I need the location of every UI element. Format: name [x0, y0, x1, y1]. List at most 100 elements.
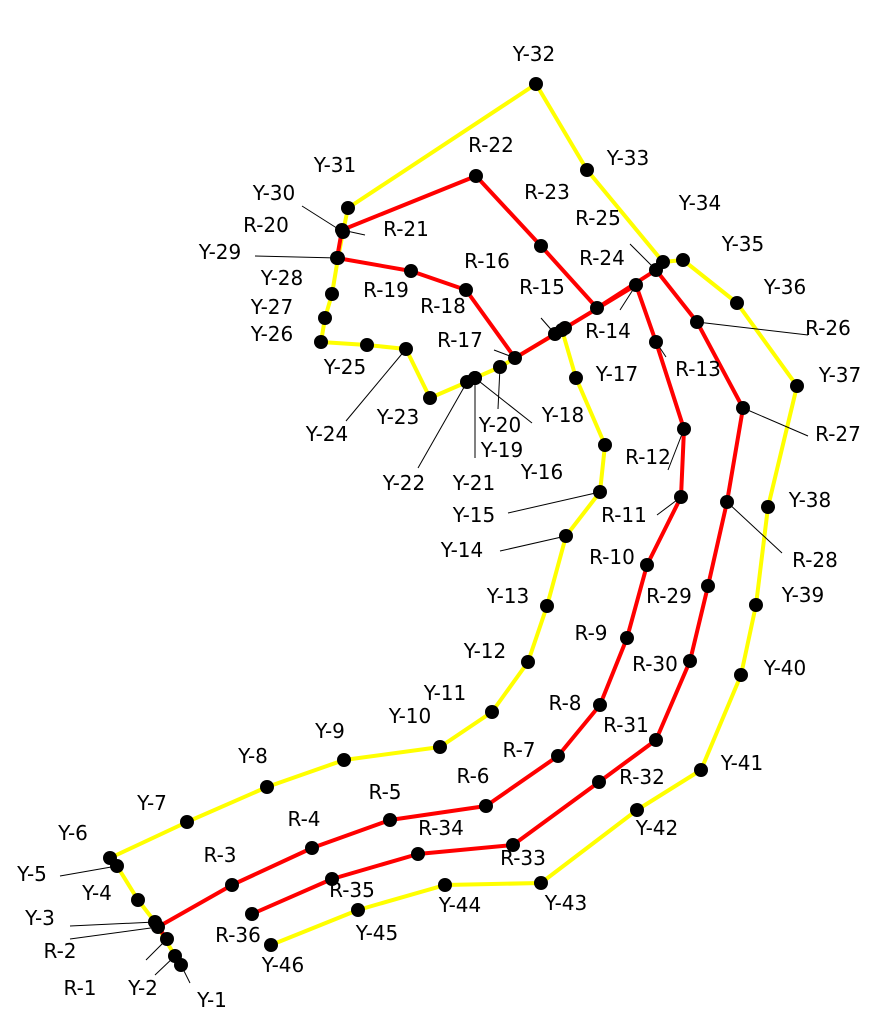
yellow-label-1: Y-1 [196, 988, 227, 1012]
red-point-3 [225, 878, 239, 892]
red-label-15: R-15 [519, 275, 565, 299]
yellow-label-20: Y-20 [478, 413, 522, 437]
red-point-21 [335, 223, 349, 237]
red-label-34: R-34 [418, 816, 464, 840]
yellow-label-14: Y-14 [440, 538, 484, 562]
yellow-label-23: Y-23 [376, 405, 420, 429]
yellow-label-15: Y-15 [452, 503, 496, 527]
yellow-label-19: Y-19 [480, 438, 524, 462]
red-point-24 [590, 301, 604, 315]
red-label-31: R-31 [603, 713, 649, 737]
red-label-30: R-30 [632, 652, 678, 676]
red-point-14 [629, 278, 643, 292]
red-point-29 [701, 579, 715, 593]
red-label-20: R-20 [243, 213, 289, 237]
yellow-label-35: Y-35 [721, 232, 765, 256]
yellow-point-16 [598, 438, 612, 452]
red-label-28: R-28 [792, 548, 838, 572]
yellow-leader-20 [474, 377, 533, 424]
yellow-label-28: Y-28 [260, 266, 304, 290]
yellow-label-12: Y-12 [463, 639, 507, 663]
red-leader-27 [742, 407, 809, 437]
yellow-label-25: Y-25 [323, 355, 367, 379]
red-point-23 [534, 239, 548, 253]
red-label-6: R-6 [456, 764, 489, 788]
yellow-label-27: Y-27 [250, 295, 294, 319]
red-point-20 [330, 251, 344, 265]
yellow-label-39: Y-39 [781, 583, 825, 607]
yellow-point-31 [341, 201, 355, 215]
yellow-label-29: Y-29 [198, 240, 242, 264]
red-point-13 [649, 335, 663, 349]
yellow-point-28 [325, 287, 339, 301]
yellow-label-4: Y-4 [81, 881, 112, 905]
yellow-label-42: Y-42 [635, 816, 679, 840]
red-label-2: R-2 [43, 939, 76, 963]
yellow-label-36: Y-36 [763, 275, 807, 299]
red-point-32 [592, 775, 606, 789]
label-leader-lines [59, 205, 809, 984]
yellow-label-38: Y-38 [788, 488, 832, 512]
red-label-8: R-8 [548, 691, 581, 715]
yellow-label-18: Y-18 [541, 403, 585, 427]
red-point-8 [593, 698, 607, 712]
yellow-point-38 [761, 500, 775, 514]
yellow-point-44 [438, 878, 452, 892]
yellow-point-32 [529, 77, 543, 91]
red-point-19 [404, 264, 418, 278]
yellow-label-10: Y-10 [388, 704, 432, 728]
yellow-label-17: Y-17 [595, 362, 639, 386]
yellow-label-32: Y-32 [512, 42, 556, 66]
yellow-point-2 [168, 949, 182, 963]
yellow-leader-14 [499, 535, 567, 552]
yellow-label-33: Y-33 [606, 146, 650, 170]
red-label-24: R-24 [579, 246, 625, 270]
red-point-27 [736, 401, 750, 415]
red-leader-2 [69, 926, 159, 940]
red-label-36: R-36 [215, 923, 261, 947]
yellow-point-22 [460, 375, 474, 389]
yellow-label-37: Y-37 [818, 363, 862, 387]
red-label-27: R-27 [815, 422, 861, 446]
red-point-4 [305, 841, 319, 855]
yellow-leader-15 [507, 491, 601, 514]
red-point-16 [548, 327, 562, 341]
red-point-33 [506, 838, 520, 852]
yellow-label-26: Y-26 [250, 322, 294, 346]
yellow-point-27 [318, 311, 332, 325]
red-point-11 [674, 490, 688, 504]
red-label-10: R-10 [589, 545, 635, 569]
red-point-26 [690, 315, 704, 329]
yellow-point-39 [749, 598, 763, 612]
red-label-1: R-1 [63, 976, 96, 1000]
yellow-label-13: Y-13 [486, 584, 530, 608]
yellow-leader-24 [345, 348, 407, 422]
yellow-point-7 [180, 815, 194, 829]
red-label-26: R-26 [805, 316, 851, 340]
yellow-label-6: Y-6 [57, 821, 88, 845]
yellow-label-41: Y-41 [720, 751, 764, 775]
red-point-18 [459, 283, 473, 297]
red-label-32: R-32 [619, 765, 665, 789]
yellow-label-34: Y-34 [678, 191, 722, 215]
red-label-19: R-19 [363, 278, 409, 302]
yellow-point-24 [399, 342, 413, 356]
yellow-point-11 [485, 705, 499, 719]
yellow-label-40: Y-40 [763, 656, 807, 680]
yellow-point-17 [569, 371, 583, 385]
yellow-label-9: Y-9 [314, 719, 345, 743]
red-leader-12 [667, 428, 685, 471]
red-point-5 [383, 813, 397, 827]
yellow-label-46: Y-46 [261, 953, 305, 977]
yellow-point-37 [790, 379, 804, 393]
red-label-21: R-21 [383, 217, 429, 241]
yellow-point-13 [540, 599, 554, 613]
yellow-label-43: Y-43 [544, 891, 588, 915]
yellow-point-42 [630, 803, 644, 817]
red-leader-26 [696, 321, 809, 336]
red-label-13: R-13 [675, 357, 721, 381]
red-leader-28 [726, 501, 783, 554]
yellow-leader-29 [254, 255, 339, 259]
red-route-line [156, 174, 745, 941]
red-point-6 [479, 799, 493, 813]
